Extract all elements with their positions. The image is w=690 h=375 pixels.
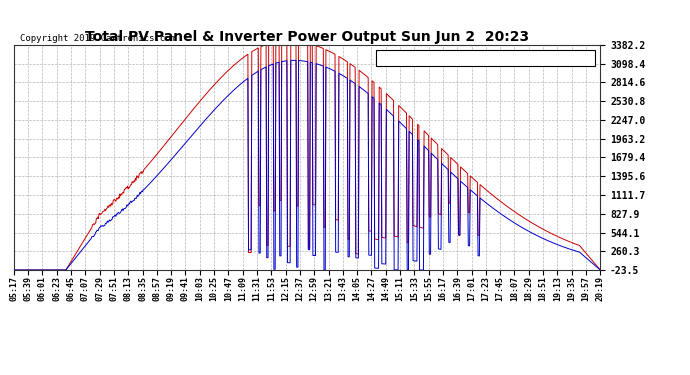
- Text: Copyright 2019 Cartronics.com: Copyright 2019 Cartronics.com: [19, 34, 175, 43]
- Legend: Grid (AC Watts), PV Panels (DC Watts): Grid (AC Watts), PV Panels (DC Watts): [376, 50, 595, 66]
- Title: Total PV Panel & Inverter Power Output Sun Jun 2  20:23: Total PV Panel & Inverter Power Output S…: [85, 30, 529, 44]
